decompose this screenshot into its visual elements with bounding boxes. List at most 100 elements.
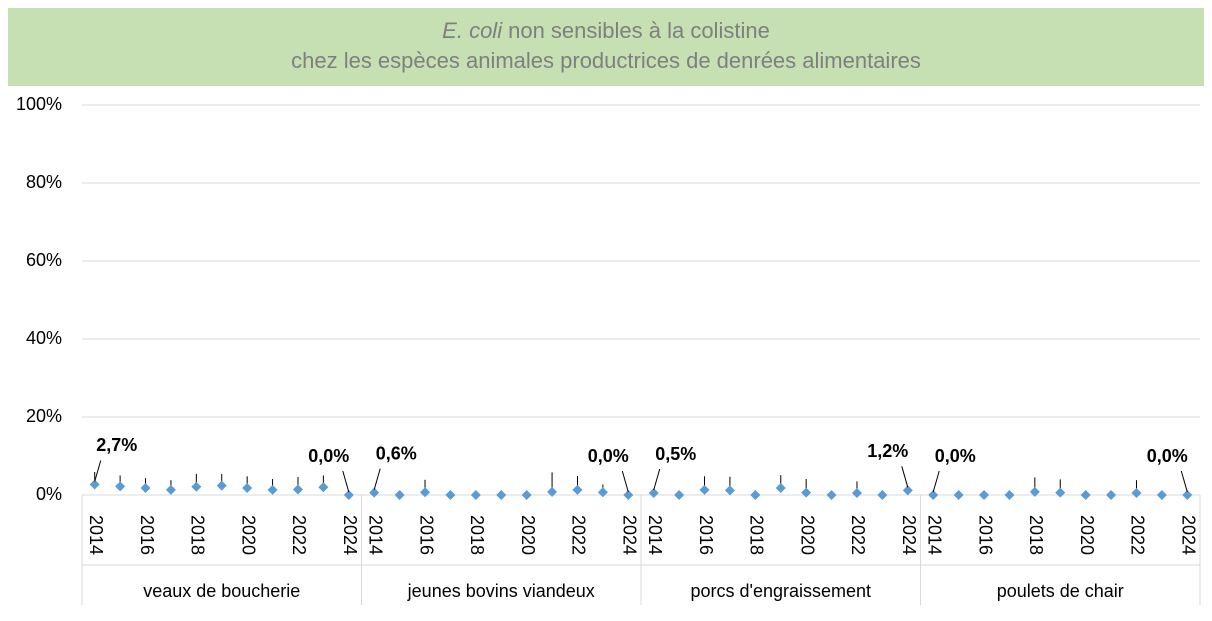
point: [699, 484, 710, 495]
data-label: 0,0%: [308, 446, 349, 466]
point: [597, 487, 608, 498]
x-tick-label: 2020: [1077, 515, 1097, 555]
leader-line: [901, 466, 909, 488]
data-label: 0,0%: [935, 446, 976, 466]
point: [89, 479, 100, 490]
data-label: 2,7%: [96, 435, 137, 455]
data-label: 0,5%: [655, 444, 696, 464]
group-label: jeunes bovins viandeux: [407, 581, 595, 601]
leader-line: [653, 468, 661, 491]
x-tick-label: 2022: [848, 515, 868, 555]
y-tick-label: 80%: [26, 172, 62, 192]
point: [801, 487, 812, 498]
x-tick-label: 2016: [416, 515, 436, 555]
x-tick-label: 2014: [645, 515, 665, 555]
x-tick-label: 2022: [289, 515, 309, 555]
x-tick-label: 2018: [188, 515, 208, 555]
leader-line: [342, 470, 350, 493]
point: [267, 484, 278, 495]
leader-line: [932, 470, 940, 493]
point: [1131, 488, 1142, 499]
chart-subtitle: chez les espèces animales productrices d…: [291, 48, 921, 73]
point: [140, 482, 151, 493]
point: [775, 482, 786, 493]
x-tick-label: 2024: [620, 515, 640, 555]
data-label: 1,2%: [867, 441, 908, 461]
point: [1182, 490, 1193, 500]
point: [1004, 490, 1015, 500]
x-tick-label: 2016: [696, 515, 716, 555]
y-tick-label: 100%: [16, 94, 62, 114]
point: [953, 490, 964, 500]
chart-title: E. coli non sensibles à la colistine: [442, 18, 770, 43]
x-tick-label: 2024: [1179, 515, 1199, 555]
group-label: poulets de chair: [997, 581, 1124, 601]
x-tick-label: 2018: [747, 515, 767, 555]
point: [115, 481, 126, 492]
leader-line: [621, 470, 629, 493]
point: [547, 486, 558, 497]
title-band: [8, 8, 1204, 86]
point: [1106, 490, 1117, 500]
title-line1: non sensibles à la colistine: [508, 18, 770, 43]
point: [902, 485, 913, 496]
point: [394, 490, 405, 500]
point: [724, 485, 735, 496]
point: [470, 490, 481, 500]
x-tick-label: 2018: [467, 515, 487, 555]
x-tick-label: 2024: [340, 515, 360, 555]
x-tick-label: 2018: [1026, 515, 1046, 555]
point: [623, 490, 634, 500]
point: [928, 490, 939, 500]
point: [979, 490, 990, 500]
x-tick-label: 2016: [137, 515, 157, 555]
x-tick-label: 2020: [797, 515, 817, 555]
point: [1080, 490, 1091, 500]
point: [674, 490, 685, 500]
x-tick-label: 2020: [518, 515, 538, 555]
point: [242, 482, 253, 493]
leader-line: [373, 468, 381, 490]
y-tick-label: 20%: [26, 406, 62, 426]
y-tick-label: 0%: [36, 484, 62, 504]
point: [851, 488, 862, 499]
point: [445, 490, 456, 500]
leader-line: [1180, 470, 1188, 493]
x-tick-label: 2014: [365, 515, 385, 555]
point: [877, 490, 888, 500]
point: [343, 490, 354, 500]
point: [1156, 490, 1167, 500]
x-tick-label: 2024: [899, 515, 919, 555]
point: [216, 480, 227, 491]
point: [1055, 487, 1066, 498]
leader-line: [94, 460, 102, 482]
group-label: veaux de boucherie: [143, 581, 300, 601]
data-label: 0,0%: [1147, 446, 1188, 466]
x-tick-label: 2022: [1128, 515, 1148, 555]
point: [191, 481, 202, 492]
point: [521, 490, 532, 500]
point: [572, 484, 583, 495]
title-italic: E. coli: [442, 18, 503, 43]
y-tick-label: 60%: [26, 250, 62, 270]
x-tick-label: 2016: [975, 515, 995, 555]
x-tick-label: 2014: [86, 515, 106, 555]
point: [1029, 486, 1040, 497]
point: [420, 487, 431, 498]
point: [318, 482, 329, 493]
point: [292, 484, 303, 495]
point: [750, 490, 761, 500]
group-label: porcs d'engraissement: [690, 581, 871, 601]
data-label: 0,0%: [588, 446, 629, 466]
x-tick-label: 2020: [238, 515, 258, 555]
y-tick-label: 40%: [26, 328, 62, 348]
point: [165, 484, 176, 495]
x-tick-label: 2022: [569, 515, 589, 555]
x-tick-label: 2014: [924, 515, 944, 555]
data-label: 0,6%: [376, 443, 417, 463]
point: [496, 490, 507, 500]
point: [648, 488, 659, 499]
point: [826, 490, 837, 500]
point: [369, 487, 380, 498]
